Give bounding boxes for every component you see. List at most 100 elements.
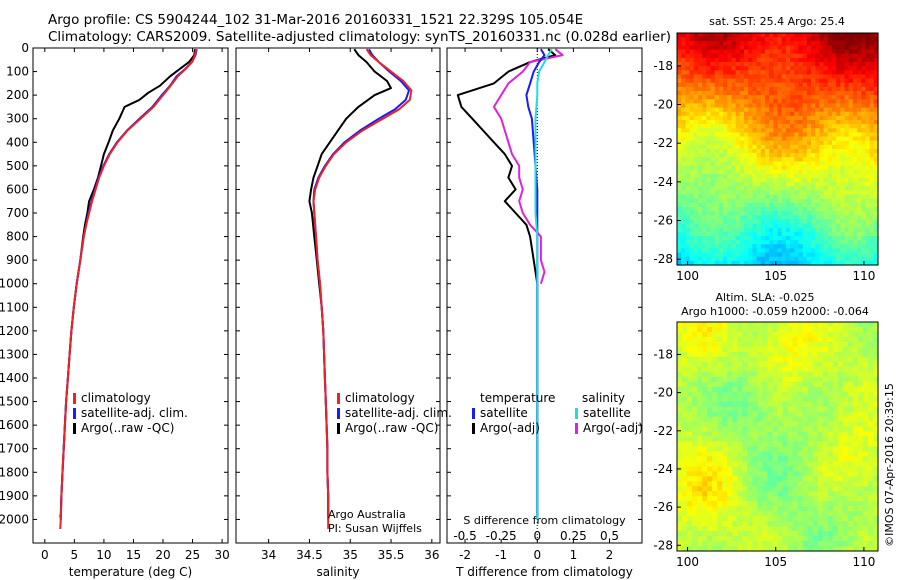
sst-map-cell: [848, 202, 854, 208]
sst-map-cell: [706, 198, 712, 204]
sst-map-cell: [869, 128, 875, 134]
sst-map-cell: [781, 190, 787, 196]
sst-map-cell: [764, 198, 770, 204]
sst-map-cell: [861, 115, 867, 121]
sla-map-cell: [682, 322, 688, 328]
sla-map-cell: [837, 436, 844, 443]
sla-map-cell: [822, 396, 829, 403]
sla-map-cell: [832, 461, 839, 467]
sst-map-cell: [752, 74, 758, 80]
sst-map-cell: [848, 215, 854, 221]
sla-map-cell: [682, 376, 688, 383]
sst-map-cell: [873, 157, 879, 163]
sst-map-cell: [798, 49, 804, 55]
sla-map-cell: [802, 401, 809, 408]
sla-map-cell: [772, 506, 779, 512]
sst-map-cell: [681, 33, 686, 38]
sla-map-cell: [792, 501, 799, 507]
sst-map-cell: [840, 256, 846, 262]
sla-map-cell: [822, 336, 829, 343]
sst-map-cell: [836, 211, 841, 216]
sst-map-cell: [869, 140, 875, 146]
sst-map-cell: [785, 115, 791, 121]
sla-map-cell: [862, 396, 869, 403]
sst-map-cell: [781, 256, 787, 262]
sla-map-cell: [682, 496, 688, 502]
sst-map-cell: [823, 115, 829, 121]
sla-map-cell: [782, 361, 789, 368]
sla-map-cell: [727, 326, 733, 333]
sla-map-cell: [792, 511, 799, 517]
sst-map-cell: [697, 74, 703, 80]
sla-map-cell: [837, 371, 844, 378]
sla-map-cell: [767, 546, 774, 552]
sst-map-cell: [790, 49, 795, 55]
sst-map-cell: [798, 124, 804, 129]
sla-map-cell: [742, 341, 748, 348]
sla-map-cell: [712, 436, 718, 443]
sst-map-cell: [811, 103, 816, 109]
sst-map-cell: [748, 124, 753, 129]
sst-map-cell: [840, 161, 846, 167]
sla-map-cell: [757, 371, 764, 378]
sla-map-cell: [692, 456, 698, 462]
sla-map-cell: [842, 546, 849, 552]
sst-map-cell: [760, 173, 766, 179]
sla-map-cell: [867, 441, 874, 448]
temp-axis-ytick-label: 1800: [0, 465, 29, 479]
sla-map-cell: [732, 336, 738, 343]
sst-map-cell: [798, 178, 804, 183]
sst-map-cell: [844, 157, 850, 163]
sla-map-cell: [752, 366, 759, 373]
sst-map-cell: [844, 149, 850, 154]
sst-map-cell: [873, 124, 879, 129]
sla-map-cell: [777, 326, 784, 333]
sla-map-cell: [842, 386, 849, 393]
sla-map-cell: [712, 376, 718, 383]
sst-map-cell: [831, 95, 837, 100]
sla-map-cell: [792, 356, 799, 363]
sst-map-cell: [739, 57, 745, 63]
sst-map-cell: [752, 165, 758, 171]
sst-map-cell: [752, 120, 758, 125]
sst-map-cell: [677, 190, 682, 196]
sst-map-cell: [718, 70, 724, 76]
sst-map-cell: [710, 95, 716, 100]
sst-map-cell: [798, 57, 804, 63]
sst-map-cell: [710, 132, 716, 138]
sla-map-cell: [732, 386, 738, 393]
sst-map-cell: [831, 248, 837, 254]
sst-map-cell: [752, 169, 758, 175]
sst-map-cell: [811, 202, 816, 208]
sla-map-cell: [697, 491, 703, 497]
sst-map-cell: [815, 227, 820, 233]
sst-map-cell: [714, 178, 720, 183]
sst-map-cell: [777, 244, 783, 250]
sst-map-cell: [735, 202, 741, 208]
sla-map-cell: [847, 486, 854, 492]
sst-map-cell: [785, 140, 791, 146]
sla-map-cell: [802, 486, 809, 492]
sst-map-cell: [869, 41, 875, 47]
sla-map-cell: [752, 411, 759, 418]
sst-map-cell: [852, 49, 858, 55]
sla-map-cell: [787, 446, 794, 453]
sst-map-cell: [777, 140, 783, 146]
sst-map-cell: [718, 256, 724, 262]
sst-map-cell: [844, 111, 850, 117]
sla-map-cell: [702, 366, 708, 373]
sla-map-cell: [812, 491, 819, 497]
sla-map-cell: [847, 396, 854, 403]
sst-map-cell: [718, 95, 724, 100]
sla-map-cell: [772, 486, 779, 492]
sst-map-cell: [677, 41, 682, 47]
sst-map-cell: [764, 252, 770, 258]
sla-map-cell: [867, 411, 874, 418]
diff-legend-item-swatch: [575, 423, 578, 434]
sst-map-cell: [677, 252, 682, 258]
sst-map-cell: [819, 161, 825, 167]
sla-map-cell: [777, 516, 784, 522]
sst-map-cell: [702, 99, 707, 105]
sst-map-cell: [773, 215, 779, 221]
